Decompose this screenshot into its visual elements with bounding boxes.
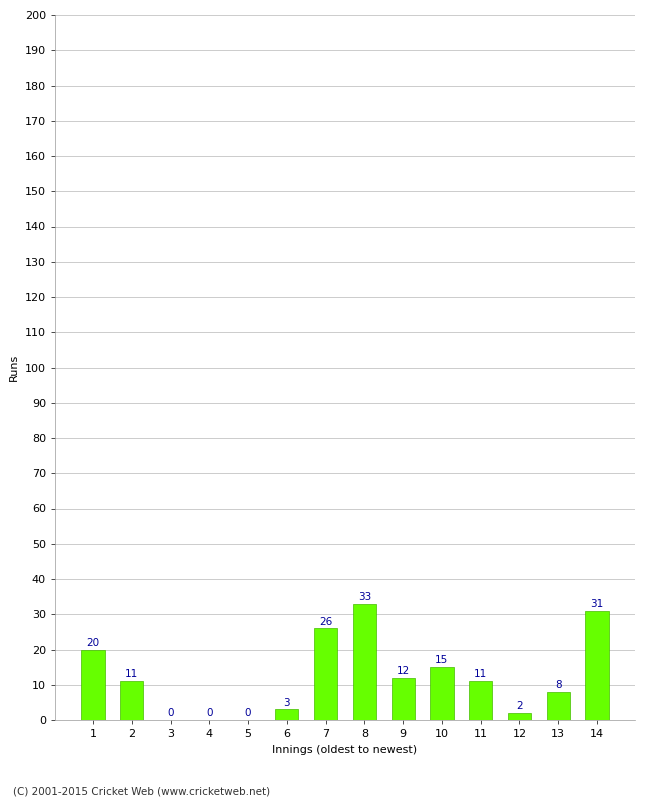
Bar bbox=[547, 692, 570, 720]
Bar bbox=[275, 710, 298, 720]
Bar bbox=[81, 650, 105, 720]
Bar bbox=[314, 628, 337, 720]
Text: 33: 33 bbox=[358, 592, 371, 602]
Text: 8: 8 bbox=[555, 680, 562, 690]
Bar bbox=[353, 604, 376, 720]
Text: 11: 11 bbox=[125, 670, 138, 679]
Text: (C) 2001-2015 Cricket Web (www.cricketweb.net): (C) 2001-2015 Cricket Web (www.cricketwe… bbox=[13, 786, 270, 796]
Text: 12: 12 bbox=[396, 666, 410, 676]
Text: 0: 0 bbox=[206, 708, 213, 718]
Text: 15: 15 bbox=[436, 655, 448, 666]
Bar bbox=[120, 682, 144, 720]
Bar bbox=[469, 682, 492, 720]
Text: 2: 2 bbox=[516, 701, 523, 711]
Text: 0: 0 bbox=[245, 708, 252, 718]
Bar bbox=[586, 610, 608, 720]
Text: 20: 20 bbox=[86, 638, 99, 648]
Bar bbox=[508, 713, 531, 720]
Text: 31: 31 bbox=[590, 599, 604, 609]
Text: 0: 0 bbox=[167, 708, 174, 718]
Text: 26: 26 bbox=[319, 617, 332, 626]
Y-axis label: Runs: Runs bbox=[9, 354, 20, 381]
Text: 3: 3 bbox=[283, 698, 290, 708]
Bar bbox=[430, 667, 454, 720]
X-axis label: Innings (oldest to newest): Innings (oldest to newest) bbox=[272, 745, 417, 754]
Bar bbox=[391, 678, 415, 720]
Text: 11: 11 bbox=[474, 670, 488, 679]
